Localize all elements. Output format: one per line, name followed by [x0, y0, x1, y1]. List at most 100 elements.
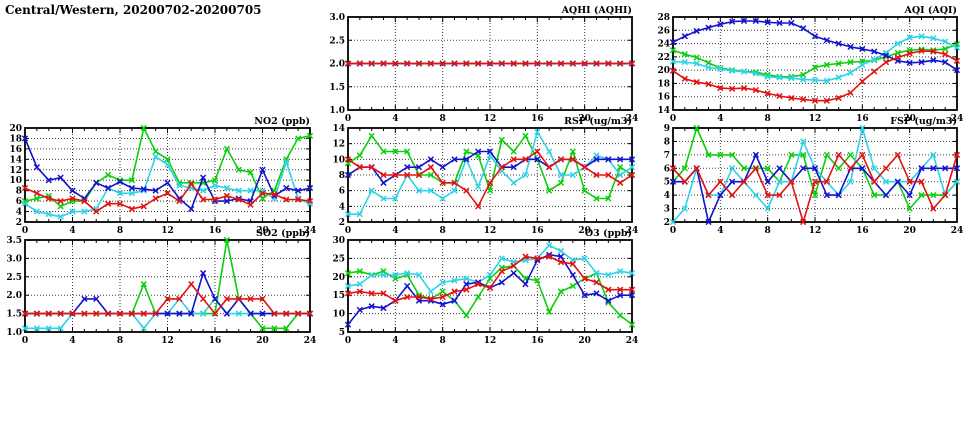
svg-text:FSP (ug/m3): FSP (ug/m3) — [890, 116, 957, 127]
svg-text:AQI (AQI): AQI (AQI) — [904, 5, 957, 16]
svg-text:8: 8 — [765, 114, 771, 124]
svg-text:NO2 (ppb): NO2 (ppb) — [254, 116, 310, 127]
aqhi-plot-canvas: 1.0 1.5 2.0 2.5 3.0 0 4 8 12 16 20 24 AQHI (AQHI) — [329, 5, 639, 124]
svg-text:0: 0 — [670, 114, 676, 124]
chart-no2: 2 4 6 8 10 12 14 16 18 20 0 4 8 12 16 20 24 NO2 (ppb) — [3, 115, 318, 236]
svg-text:0: 0 — [345, 114, 351, 124]
svg-text:8: 8 — [117, 226, 123, 236]
svg-text:20: 20 — [903, 226, 916, 236]
svg-text:9: 9 — [664, 124, 670, 134]
svg-text:16: 16 — [531, 114, 544, 124]
svg-text:12: 12 — [484, 226, 497, 236]
svg-text:3.0: 3.0 — [329, 13, 345, 23]
svg-text:14: 14 — [332, 124, 345, 134]
svg-text:SO2 (ppb): SO2 (ppb) — [256, 228, 310, 239]
svg-text:16: 16 — [856, 226, 869, 236]
svg-text:20: 20 — [578, 226, 591, 236]
svg-text:8: 8 — [440, 226, 446, 236]
chart-o3: 5 10 15 20 25 30 0 4 8 12 16 20 24 O3 (ppb) — [326, 227, 640, 346]
svg-text:12: 12 — [161, 336, 174, 346]
chart-so2: 1.0 1.5 2.0 2.5 3.0 3.5 0 4 8 12 16 20 24 SO2 (ppb) — [3, 227, 318, 346]
svg-text:6: 6 — [16, 197, 22, 207]
svg-text:4: 4 — [69, 336, 75, 346]
svg-text:12: 12 — [484, 114, 497, 124]
svg-text:4: 4 — [69, 226, 75, 236]
svg-text:1.0: 1.0 — [6, 328, 22, 338]
chart-aqi: 14 16 18 20 22 24 26 28 0 4 8 12 16 20 24 AQI (AQI) — [651, 4, 965, 124]
svg-text:12: 12 — [9, 166, 22, 176]
svg-text:4: 4 — [717, 114, 723, 124]
svg-text:20: 20 — [657, 66, 670, 76]
svg-text:6: 6 — [339, 187, 345, 197]
svg-text:2.0: 2.0 — [6, 291, 22, 301]
svg-text:1.5: 1.5 — [329, 83, 345, 93]
chart-rsp: 2 4 6 8 10 12 14 0 4 8 12 16 20 24 RSP (ug/m3) — [326, 115, 640, 236]
svg-text:26: 26 — [657, 26, 670, 36]
svg-text:3.5: 3.5 — [6, 236, 22, 246]
svg-text:8: 8 — [440, 114, 446, 124]
svg-text:24: 24 — [304, 336, 317, 346]
svg-text:2.5: 2.5 — [6, 273, 22, 283]
svg-text:8: 8 — [117, 336, 123, 346]
svg-text:5: 5 — [339, 328, 345, 338]
svg-text:18: 18 — [9, 134, 22, 144]
svg-text:16: 16 — [9, 145, 22, 155]
svg-text:20: 20 — [332, 273, 345, 283]
svg-text:8: 8 — [16, 187, 22, 197]
svg-text:16: 16 — [531, 336, 544, 346]
svg-text:8: 8 — [339, 171, 345, 181]
svg-text:16: 16 — [657, 93, 670, 103]
svg-text:5: 5 — [664, 178, 670, 188]
svg-text:12: 12 — [484, 336, 497, 346]
svg-text:20: 20 — [9, 124, 22, 134]
svg-text:15: 15 — [332, 291, 345, 301]
svg-text:3: 3 — [664, 205, 670, 215]
svg-text:10: 10 — [9, 176, 22, 186]
svg-text:16: 16 — [531, 226, 544, 236]
svg-text:2: 2 — [16, 218, 22, 228]
svg-text:0: 0 — [345, 226, 351, 236]
svg-text:18: 18 — [657, 79, 670, 89]
svg-text:16: 16 — [856, 114, 869, 124]
page-title: Central/Western, 20200702-20200705 — [5, 3, 262, 17]
svg-text:16: 16 — [209, 226, 222, 236]
svg-text:2: 2 — [339, 218, 345, 228]
svg-text:RSP (ug/m3): RSP (ug/m3) — [564, 116, 632, 127]
svg-text:O3 (ppb): O3 (ppb) — [585, 228, 632, 239]
svg-text:20: 20 — [578, 114, 591, 124]
svg-text:12: 12 — [161, 226, 174, 236]
svg-text:6: 6 — [664, 164, 670, 174]
svg-text:8: 8 — [765, 226, 771, 236]
svg-text:1.5: 1.5 — [6, 310, 22, 320]
svg-text:0: 0 — [345, 336, 351, 346]
svg-text:3.0: 3.0 — [6, 254, 22, 264]
svg-text:4: 4 — [16, 208, 22, 218]
svg-text:24: 24 — [951, 114, 964, 124]
svg-text:24: 24 — [657, 40, 670, 50]
svg-text:4: 4 — [664, 191, 670, 201]
svg-text:30: 30 — [332, 236, 345, 246]
svg-text:4: 4 — [717, 226, 723, 236]
svg-text:2.5: 2.5 — [329, 36, 345, 46]
svg-text:7: 7 — [664, 151, 670, 161]
aqi-plot-canvas: 14 16 18 20 22 24 26 28 0 4 8 12 16 20 24 AQI (AQI) — [657, 5, 964, 124]
svg-text:14: 14 — [9, 155, 22, 165]
svg-text:12: 12 — [809, 114, 822, 124]
svg-text:22: 22 — [657, 53, 670, 63]
svg-text:0: 0 — [22, 336, 28, 346]
svg-text:4: 4 — [392, 226, 398, 236]
svg-text:28: 28 — [657, 13, 670, 23]
svg-text:10: 10 — [332, 310, 345, 320]
svg-text:24: 24 — [626, 114, 639, 124]
svg-text:4: 4 — [339, 202, 345, 212]
svg-text:AQHI (AQHI): AQHI (AQHI) — [561, 5, 632, 16]
svg-text:24: 24 — [626, 226, 639, 236]
svg-text:20: 20 — [256, 336, 269, 346]
svg-text:8: 8 — [440, 336, 446, 346]
svg-text:16: 16 — [209, 336, 222, 346]
